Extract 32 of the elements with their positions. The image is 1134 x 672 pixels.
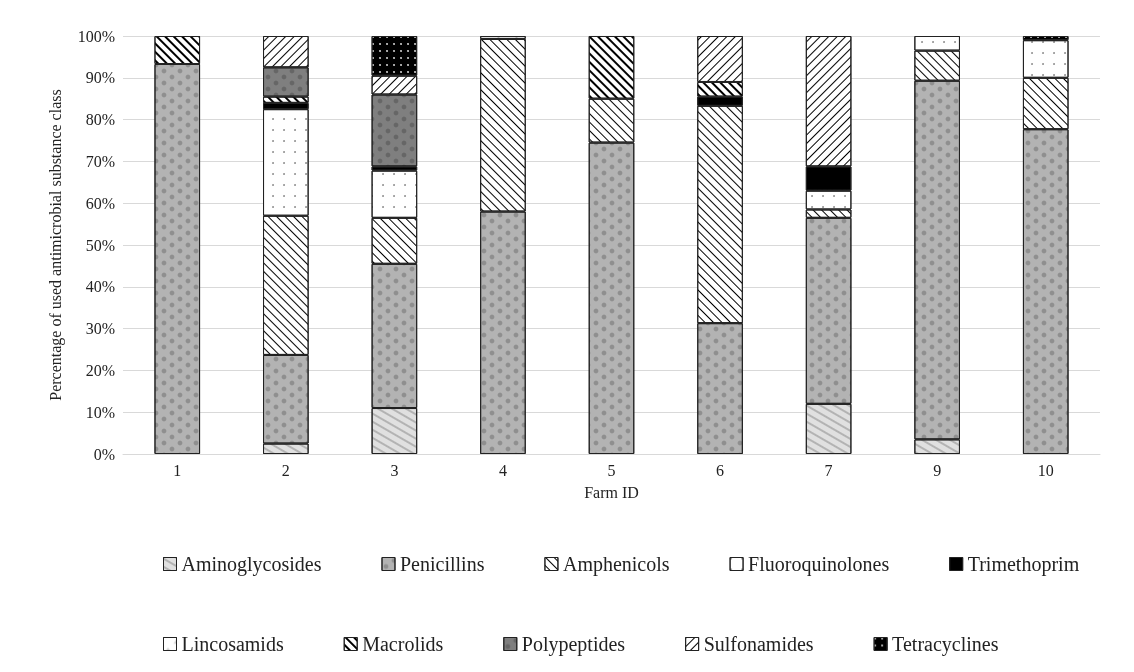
x-tick-label: 5 — [607, 461, 616, 479]
x-tick-label: 10 — [1037, 461, 1054, 479]
y-tick-label: 60% — [85, 194, 115, 212]
y-tick-label: 0% — [93, 445, 115, 463]
legend-label: Fluoroquinolones — [748, 553, 890, 576]
x-axis-title: Farm ID — [584, 483, 639, 501]
y-tick-label: 100% — [77, 27, 115, 45]
legend-label: Polypeptides — [521, 633, 626, 656]
x-tick-label: 1 — [173, 461, 182, 479]
legend-label: Lincosamids — [181, 633, 284, 655]
y-tick-label: 50% — [85, 236, 115, 254]
legend-label: Trimethoprim — [967, 553, 1080, 576]
y-tick-label: 40% — [85, 278, 115, 296]
x-tick-label: 9 — [933, 461, 942, 479]
legend-label: Sulfonamides — [703, 633, 814, 655]
legend-label: Aminoglycosides — [181, 553, 322, 576]
y-axis-title: Percentage of used antimicrobial substance class — [46, 89, 65, 401]
x-tick-label: 6 — [716, 461, 725, 479]
legend-label: Macrolids — [362, 633, 444, 655]
x-tick-label: 2 — [281, 461, 290, 479]
y-tick-label: 10% — [85, 403, 115, 421]
y-tick-label: 80% — [85, 111, 115, 129]
legend-label: Tetracyclines — [892, 633, 999, 656]
y-tick-label: 90% — [85, 69, 115, 87]
legend-label: Amphenicols — [562, 553, 670, 576]
x-tick-label: 4 — [498, 461, 507, 479]
x-tick-label: 3 — [390, 461, 399, 479]
y-tick-label: 30% — [85, 320, 115, 338]
y-tick-label: 70% — [85, 152, 115, 170]
y-tick-label: 20% — [85, 361, 115, 379]
legend-label: Penicillins — [399, 553, 485, 575]
x-tick-label: 7 — [824, 461, 833, 479]
